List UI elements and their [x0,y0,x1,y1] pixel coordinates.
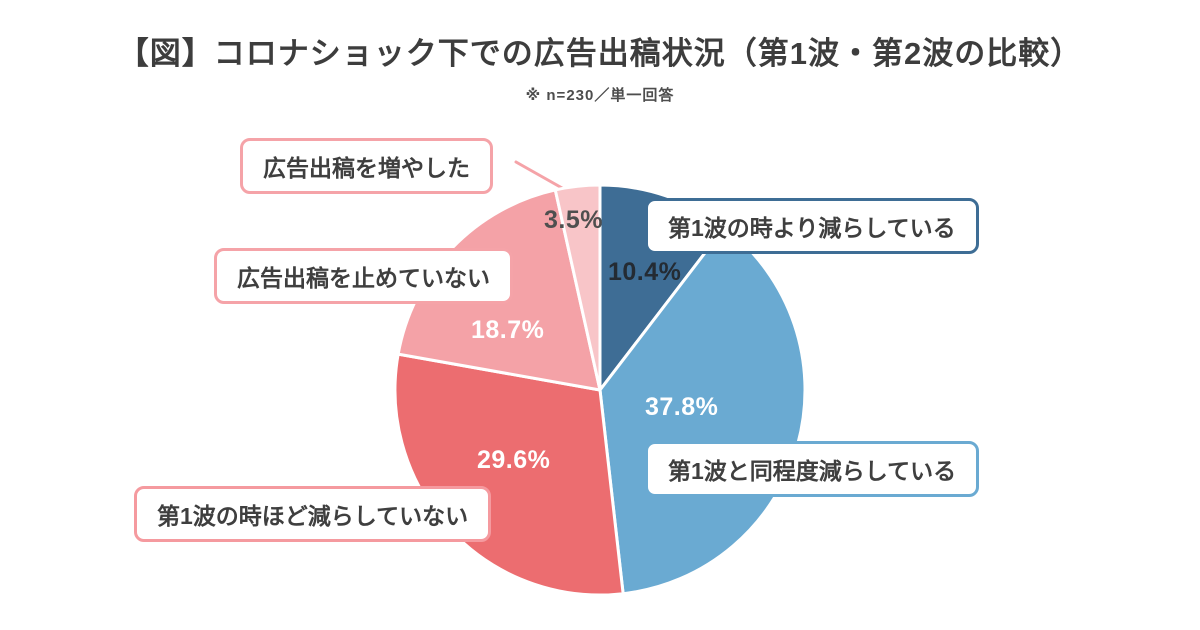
callout-label-reduced-less-than-wave1: 第1波の時ほど減らしていない [134,486,492,542]
figure-title: 【図】コロナショック下での広告出稿状況（第1波・第2波の比較） [117,36,1083,71]
pie-slice-percent-label: 10.4% [608,258,682,286]
pie-slice-percent-label: 37.8% [645,393,719,421]
callout-label-reduced-more-than-wave1: 第1波の時より減らしている [645,198,979,254]
callout-label-not-stopped-ads: 広告出稿を止めていない [214,248,513,304]
sample-size-note: ※ n=230／単一回答 [525,87,675,104]
callout-label-increased-ads: 広告出稿を増やした [240,138,493,194]
pie-slice-percent-label: 3.5% [544,206,603,234]
callout-label-reduced-same-as-wave1: 第1波と同程度減らしている [645,441,980,497]
pie-slice-percent-label: 18.7% [471,316,545,344]
pie-slice-4 [553,183,602,392]
pie-slice-percent-label: 29.6% [477,446,551,474]
